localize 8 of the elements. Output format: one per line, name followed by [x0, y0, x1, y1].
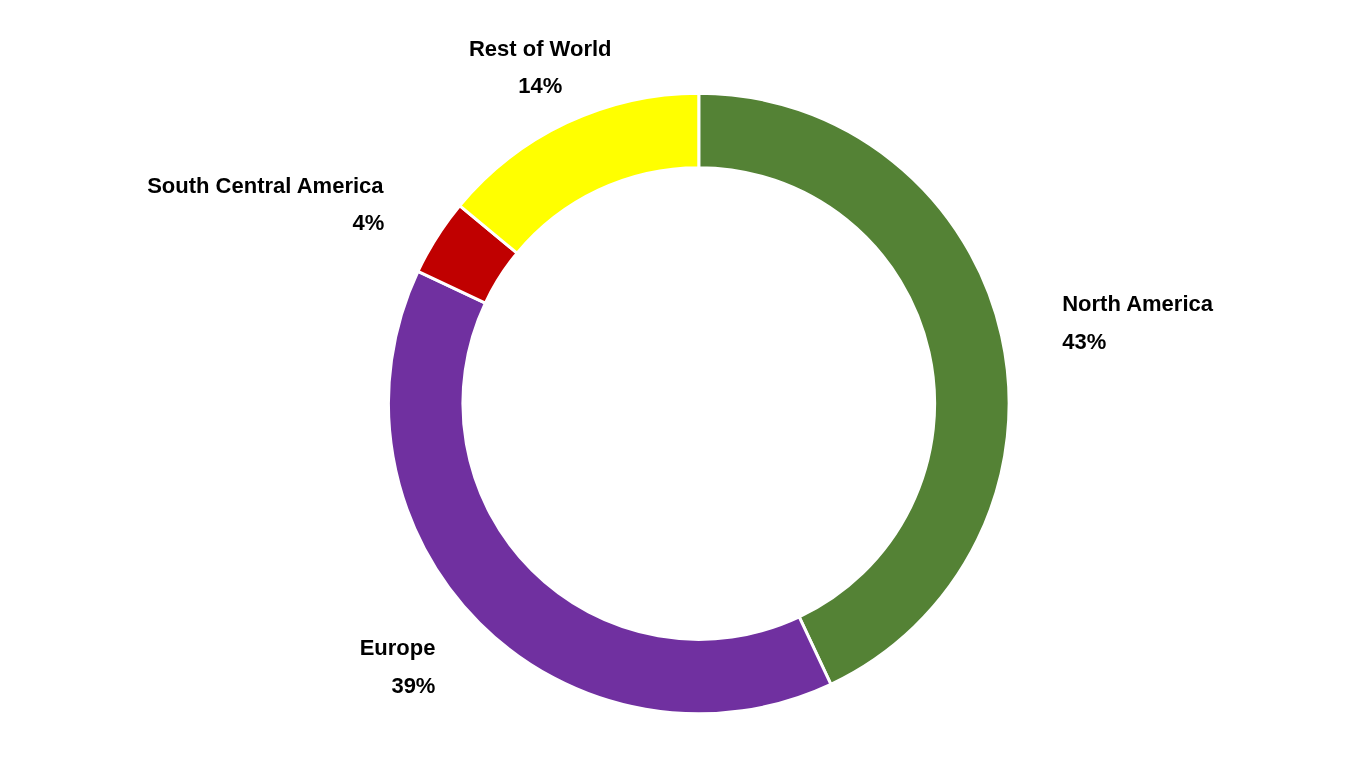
data-label: 43% [1062, 328, 1107, 354]
slice-label: North America [1062, 291, 1214, 317]
slice-label: South Central America [147, 172, 385, 198]
slice-label: Europe [359, 635, 436, 661]
data-label: 14% [518, 73, 563, 99]
data-label: 4% [352, 210, 385, 236]
data-label: 39% [391, 672, 436, 698]
slice-label: Rest of World [468, 35, 612, 61]
